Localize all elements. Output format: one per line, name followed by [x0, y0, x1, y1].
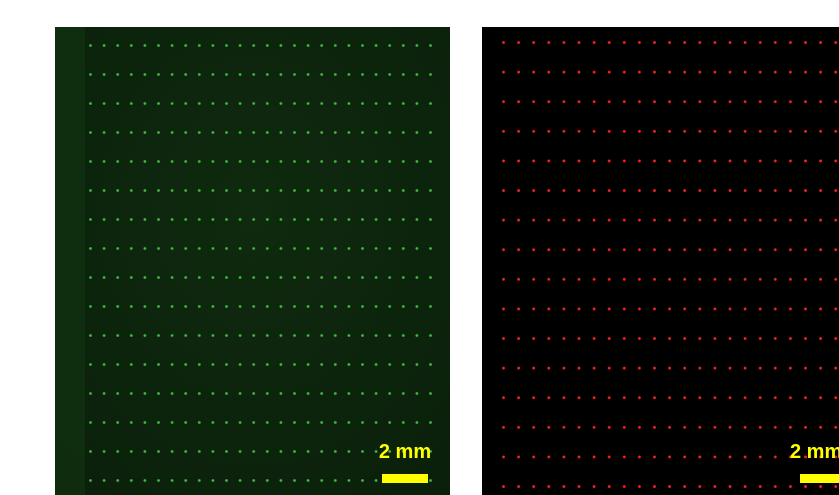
scale-bar	[800, 474, 839, 483]
figure: 2 mm 2 mm	[0, 0, 839, 495]
green-edge	[55, 27, 85, 495]
red-dot-array	[500, 40, 839, 490]
green-dot-array	[86, 43, 436, 488]
red-panel: 2 mm	[482, 27, 839, 495]
scale-label: 2 mm	[790, 441, 839, 463]
green-panel: 2 mm	[55, 27, 450, 495]
scale-bar	[382, 474, 428, 483]
page: 2 mm 2 mm (() => { const data = JSON.par…	[0, 0, 839, 495]
scale-label: 2 mm	[379, 441, 431, 463]
